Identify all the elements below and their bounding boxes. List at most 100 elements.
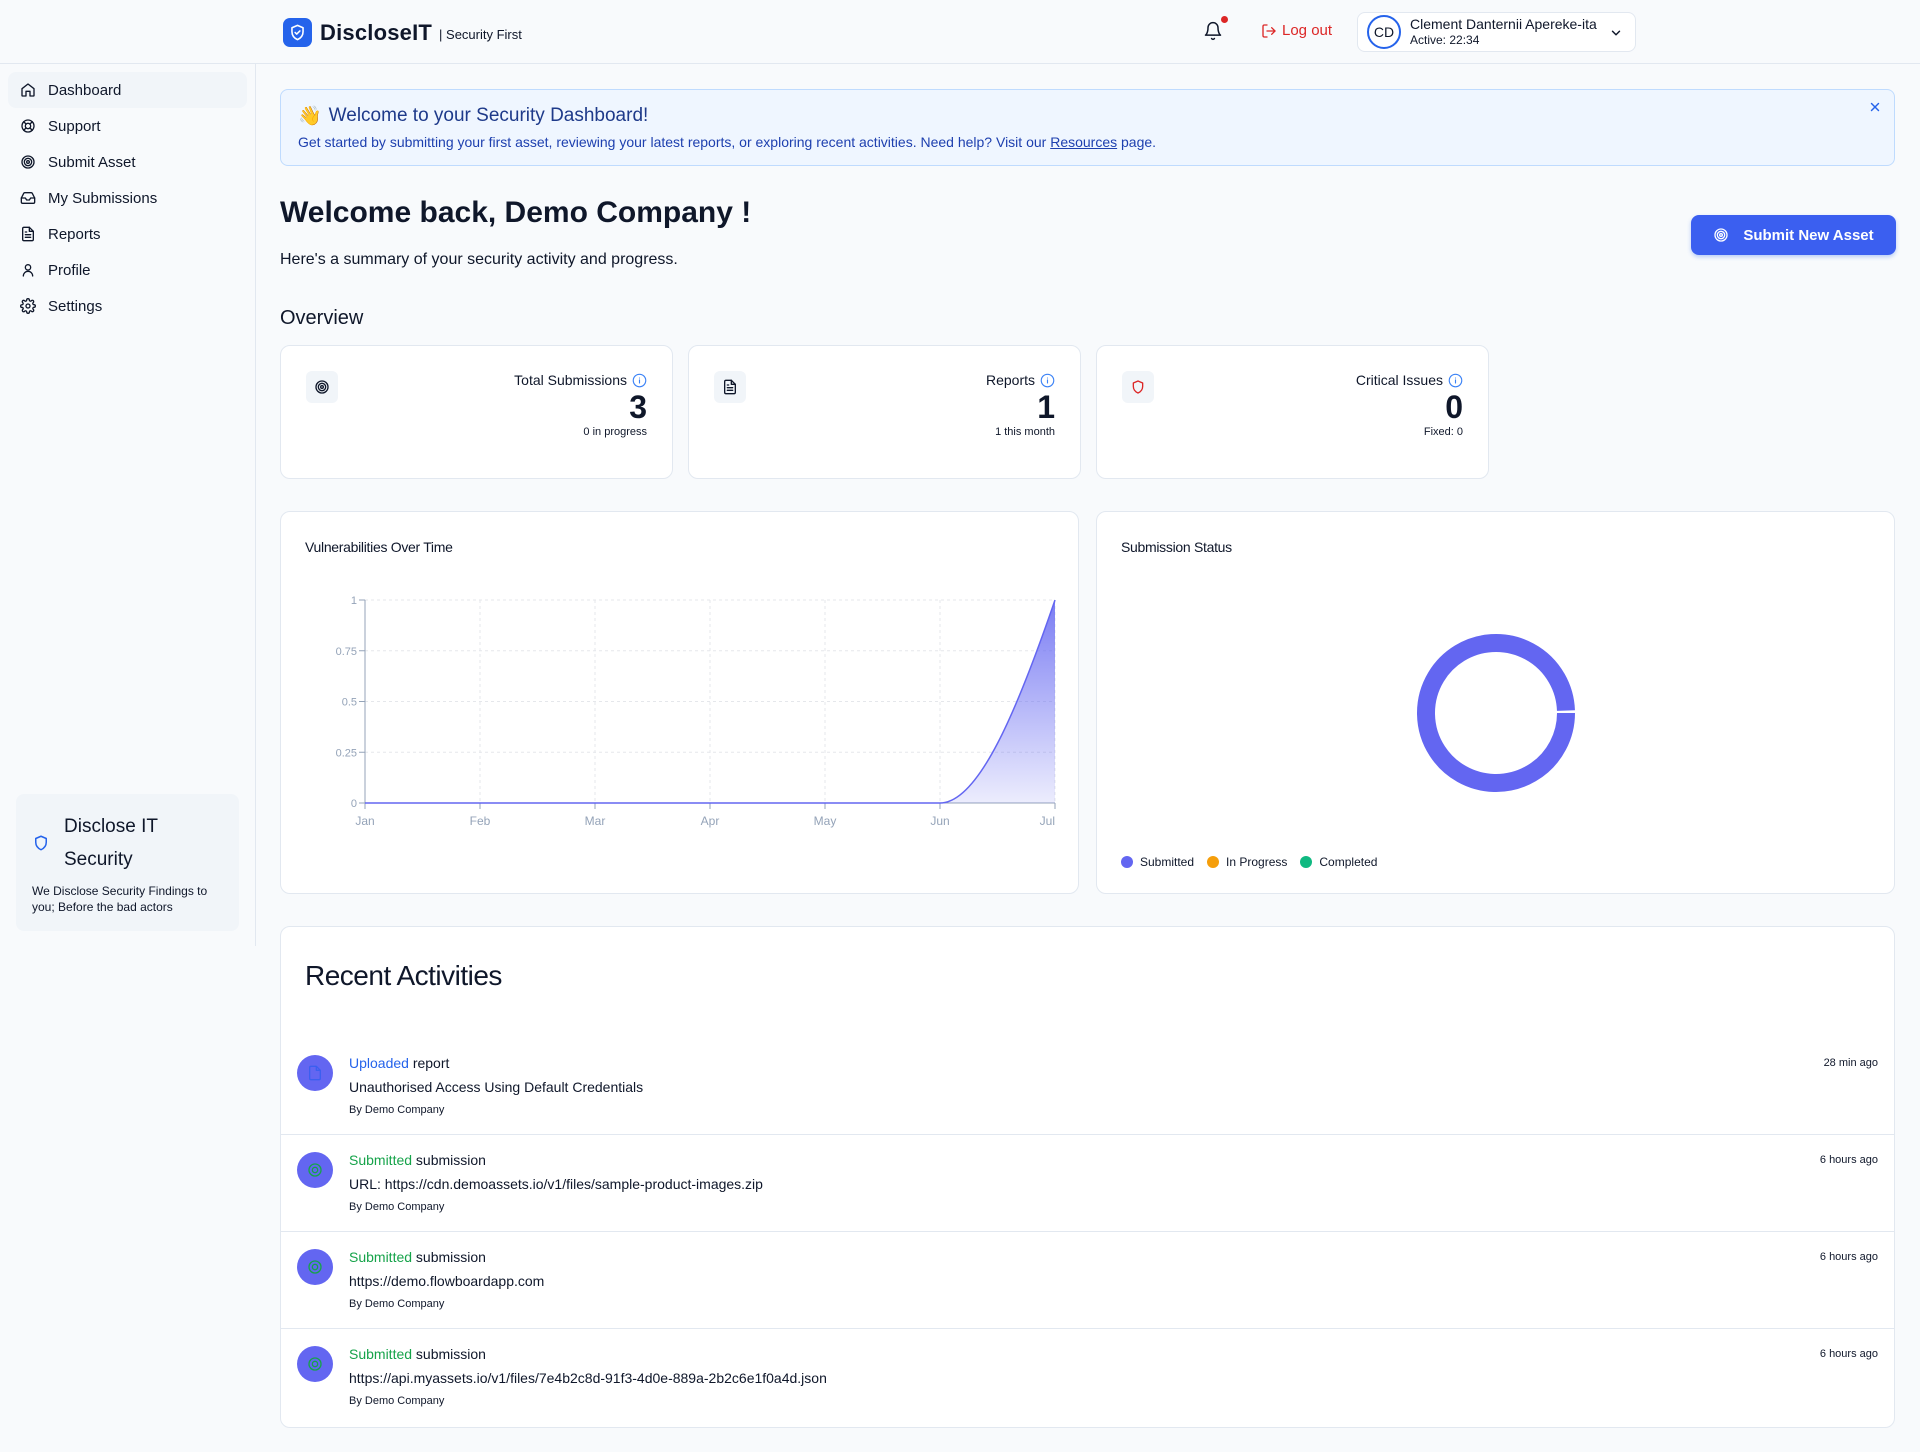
y-tick-label: 0.75 [336, 646, 357, 658]
info-icon[interactable] [632, 373, 647, 388]
vulnerabilities-area-chart: 0 0.25 0.5 0.75 1 Jan Feb Mar Apr May Jun Jul [336, 595, 1056, 828]
page-title: Welcome back, Demo Company ! [280, 196, 752, 229]
banner-text: Get started by submitting your first ass… [298, 134, 1877, 150]
sidebar: Dashboard Support Submit Asset My Submis… [0, 64, 256, 946]
x-tick-label: Jan [355, 814, 374, 828]
activity-detail: https://api.myassets.io/v1/files/7e4b2c8… [349, 1370, 827, 1386]
activity-author: By Demo Company [349, 1201, 445, 1213]
activity-time: 6 hours ago [1819, 1251, 1878, 1263]
stat-value: 3 [629, 389, 647, 425]
stat-subtext: Fixed: 0 [1423, 426, 1463, 438]
brand[interactable]: DiscloseIT | Security First [283, 18, 522, 47]
activity-item[interactable]: Submitted submission URL: https://cdn.de… [281, 1135, 1894, 1232]
user-active-time: Active: 22:34 [1410, 33, 1480, 47]
chevron-down-icon[interactable] [1609, 26, 1623, 40]
activity-item[interactable]: Submitted submission https://api.myasset… [281, 1329, 1894, 1426]
sidebar-item-label: My Submissions [48, 189, 158, 207]
logout-button[interactable]: Log out [1261, 22, 1332, 39]
sidebar-item-support[interactable]: Support [8, 108, 247, 144]
file-icon [297, 1055, 333, 1091]
gear-icon [20, 298, 36, 314]
x-tick-label: May [814, 814, 837, 828]
activity-verb: Submitted [349, 1249, 413, 1265]
page-subtitle: Here's a summary of your security activi… [280, 251, 678, 268]
legend-label: Completed [1319, 855, 1378, 869]
logout-icon [1262, 23, 1276, 38]
sidebar-item-label: Reports [48, 225, 101, 243]
user-name: Clement Danternii Apereke-ita [1410, 16, 1597, 32]
sidebar-item-my-submissions[interactable]: My Submissions [8, 180, 247, 216]
sidebar-item-dashboard[interactable]: Dashboard [8, 72, 247, 108]
user-icon [22, 264, 34, 277]
target-icon [297, 1249, 333, 1285]
info-icon[interactable] [1448, 373, 1463, 388]
chart-title: Vulnerabilities Over Time [305, 539, 453, 555]
x-tick-label: Feb [470, 814, 491, 828]
donut-slice-submitted[interactable] [1417, 634, 1575, 792]
notification-dot [1221, 16, 1228, 23]
activity-headline: Submitted submission [349, 1346, 486, 1362]
info-icon[interactable] [1040, 373, 1055, 388]
bell-icon[interactable] [1203, 21, 1225, 43]
activity-noun: submission [412, 1346, 486, 1362]
legend-item[interactable]: In Progress [1207, 855, 1287, 869]
submit-new-asset-button[interactable]: Submit New Asset [1691, 215, 1896, 255]
y-tick-label: 0.5 [342, 697, 357, 709]
file-text-icon [714, 371, 746, 403]
legend-label: In Progress [1226, 855, 1288, 869]
top-bar: DiscloseIT | Security First Log out CD C… [0, 0, 1920, 64]
x-tick-label: Apr [701, 814, 720, 828]
series-line [365, 599, 1056, 804]
activity-item[interactable]: Uploaded report Unauthorised Access Usin… [281, 1038, 1894, 1135]
stat-card-critical-issues: Critical Issues 0 Fixed: 0 [1096, 345, 1489, 479]
legend-swatch [1207, 856, 1220, 868]
sidebar-item-label: Dashboard [48, 81, 122, 99]
legend-item[interactable]: Submitted [1121, 855, 1194, 869]
activity-time: 28 min ago [1823, 1057, 1878, 1069]
activity-noun: report [408, 1055, 450, 1071]
vulnerabilities-chart-card: Vulnerabilities Over Time 0 0.25 0.5 0.75 1 J… [280, 511, 1079, 894]
activity-noun: submission [412, 1152, 486, 1168]
recent-activities: Recent Activities Uploaded report Unauth… [280, 926, 1895, 1428]
chart-legend: Submitted In Progress Completed [1121, 855, 1390, 869]
stat-label: Total Submissions [514, 372, 627, 388]
legend-item[interactable]: Completed [1300, 855, 1377, 869]
submission-status-donut [1417, 634, 1575, 792]
y-tick-label: 0.25 [336, 747, 357, 759]
shield-check-icon [283, 18, 312, 47]
brand-name: DiscloseIT [320, 19, 433, 45]
stat-subtext: 1 this month [995, 426, 1055, 438]
close-icon[interactable] [1868, 100, 1882, 114]
series-area [365, 600, 1055, 803]
banner-text-after: page. [1117, 134, 1157, 150]
sidebar-item-settings[interactable]: Settings [8, 288, 247, 324]
sidebar-item-reports[interactable]: Reports [8, 216, 247, 252]
sidebar-card-title: Disclose IT Security [64, 816, 158, 870]
target-icon [21, 155, 35, 169]
activity-headline: Uploaded report [349, 1055, 449, 1071]
user-menu[interactable]: CD Clement Danternii Apereke-ita Active:… [1357, 12, 1636, 52]
legend-label: Submitted [1140, 855, 1195, 869]
sidebar-item-submit-asset[interactable]: Submit Asset [8, 144, 247, 180]
activity-headline: Submitted submission [349, 1249, 486, 1265]
banner-text-before: Get started by submitting your first ass… [298, 134, 1051, 150]
sidebar-card-description: We Disclose Security Findings to you; Be… [32, 884, 208, 914]
activity-time: 6 hours ago [1819, 1154, 1878, 1166]
activity-verb: Submitted [349, 1346, 413, 1362]
stat-value: 0 [1445, 389, 1463, 425]
sidebar-item-label: Profile [48, 261, 91, 279]
activity-author: By Demo Company [349, 1298, 445, 1310]
logout-label: Log out [1282, 22, 1333, 39]
legend-swatch [1300, 856, 1313, 868]
y-tick-label: 0 [351, 798, 357, 810]
resources-link[interactable]: Resources [1050, 134, 1118, 150]
sidebar-item-profile[interactable]: Profile [8, 252, 247, 288]
section-title: Recent Activities [305, 960, 502, 991]
activity-author: By Demo Company [349, 1395, 445, 1407]
submit-new-asset-label: Submit New Asset [1743, 226, 1874, 244]
stat-card-reports: Reports 1 1 this month [688, 345, 1081, 479]
waving-hand-icon: 👋 [298, 106, 322, 127]
submission-status-card: Submission Status Submitted In Progress Co… [1096, 511, 1895, 894]
activity-item[interactable]: Submitted submission https://demo.flowbo… [281, 1232, 1894, 1329]
activity-headline: Submitted submission [349, 1152, 486, 1168]
